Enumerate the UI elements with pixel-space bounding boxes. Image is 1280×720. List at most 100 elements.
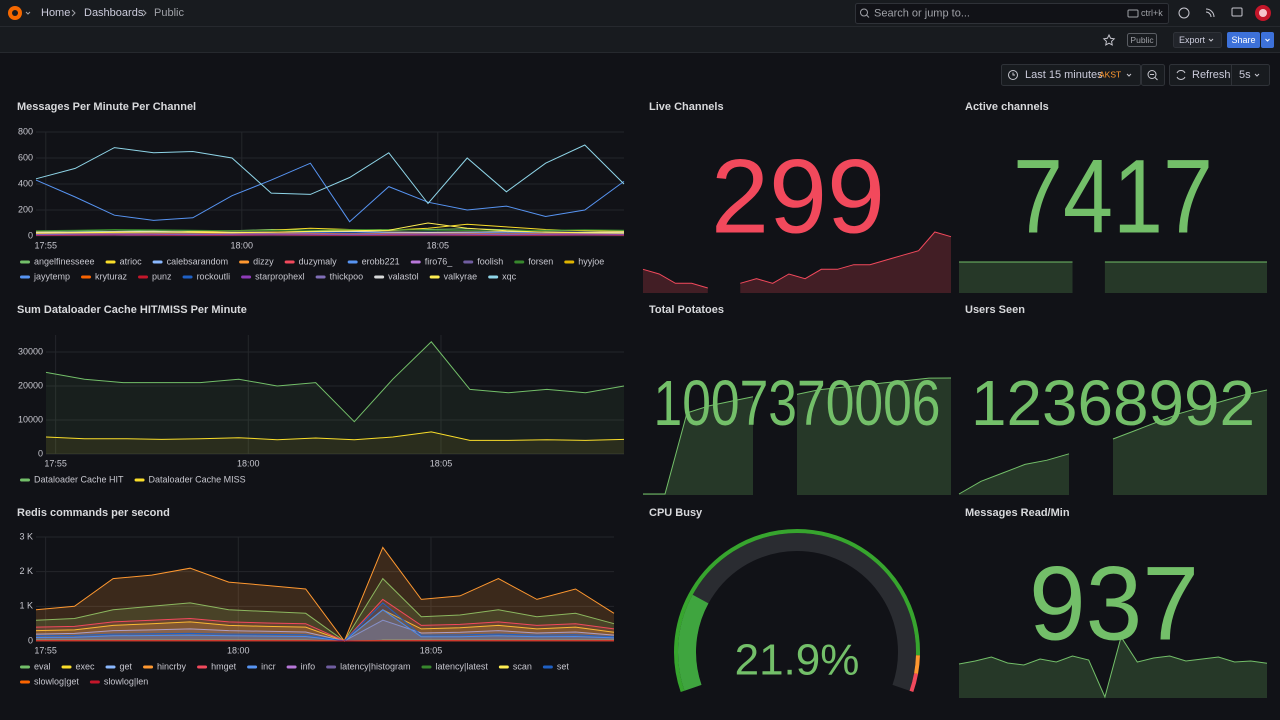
series-line [35,234,625,236]
star-icon[interactable] [1102,33,1116,46]
legend-marker[interactable] [20,260,30,264]
legend-marker[interactable] [20,275,30,279]
panel-title: Live Channels [649,101,724,113]
search-box[interactable] [855,3,1169,24]
x-tick-label: 17:55 [44,458,67,468]
y-tick-label: 10000 [18,414,43,424]
legend-marker[interactable] [182,275,193,279]
legend-marker[interactable] [61,665,72,669]
legend-marker[interactable] [347,260,358,264]
legend-label: get [120,661,133,671]
series-line [35,602,615,642]
series-line [45,341,625,423]
legend-label: set [557,661,570,671]
series-line [35,222,625,234]
series-area [36,609,614,641]
legend-marker[interactable] [498,665,509,669]
legend-label: slowlog|len [104,676,148,686]
legend-label: exec [76,661,96,671]
legend-marker[interactable] [197,665,208,669]
series-area [36,620,614,641]
panel-title: Redis commands per second [17,507,170,519]
legend-label: Dataloader Cache HIT [34,474,124,484]
x-tick-label: 18:00 [231,240,254,250]
legend-marker[interactable] [105,260,116,264]
legend-marker[interactable] [429,275,440,279]
legend-label: slowlog|get [34,676,79,686]
gauge-label: 21.9% [735,636,860,685]
legend-marker[interactable] [105,665,116,669]
breadcrumb[interactable]: Dashboards [84,7,144,19]
series-area [36,602,614,641]
legend-label: valkyrae [444,271,478,281]
legend-label: info [301,661,316,671]
legend-marker[interactable] [20,478,30,482]
kiosk-icon[interactable] [1231,7,1243,17]
share-label: Share [1231,35,1255,45]
refresh-icon [1176,70,1186,80]
legend-marker[interactable] [488,275,499,279]
legend-marker[interactable] [152,260,163,264]
legend-marker[interactable] [421,665,432,669]
legend-marker[interactable] [564,260,575,264]
stat-value: 299 [711,139,885,256]
stat-value: 1007370006 [654,367,941,439]
legend-marker[interactable] [20,680,30,684]
series-area [36,599,614,641]
keyboard-icon [1127,9,1139,18]
export-button[interactable] [1173,32,1222,48]
news-icon[interactable] [1205,8,1215,18]
series-line [35,619,615,642]
search-shortcut: ctrl+k [1141,8,1163,18]
zoom-icon-lines [1150,74,1158,81]
search-icon [860,8,868,17]
share-caret [1265,38,1270,42]
series-line [35,577,615,642]
help-icon[interactable] [1178,7,1190,19]
legend-label: rockoutli [197,271,231,281]
legend-marker[interactable] [89,680,100,684]
legend-label: valastol [388,271,419,281]
y-tick-label: 1 K [19,601,33,611]
search-placeholder: Search or jump to... [874,7,970,19]
legend-marker[interactable] [326,665,337,669]
legend-marker[interactable] [286,665,297,669]
refresh-interval[interactable]: 5s [1239,69,1251,81]
legend-marker[interactable] [315,275,326,279]
share-button[interactable] [1227,32,1260,48]
y-tick-label: 200 [18,204,33,214]
legend-marker[interactable] [463,260,474,264]
legend-marker[interactable] [542,665,553,669]
time-range: Last 15 minutes [1025,69,1103,81]
legend-marker[interactable] [374,275,385,279]
y-tick-label: 400 [18,178,33,188]
avatar-face [1259,9,1267,17]
time-picker[interactable] [1001,64,1141,86]
breadcrumb[interactable]: Home [41,7,70,19]
public-badge [1127,33,1157,47]
legend-label: eval [34,661,51,671]
share-menu-button[interactable] [1261,32,1274,48]
legend-marker[interactable] [81,275,92,279]
legend-marker[interactable] [247,665,258,669]
legend-marker[interactable] [143,665,154,669]
legend-marker[interactable] [410,260,421,264]
series-line [35,228,625,232]
legend-label: firo76_ [425,256,454,266]
legend-label: hyyjoe [578,256,604,266]
legend-marker[interactable] [134,478,145,482]
legend-label: hmget [211,661,237,671]
logo-caret [25,11,31,15]
legend-marker[interactable] [514,260,525,264]
y-tick-label: 800 [18,126,33,136]
legend-marker[interactable] [20,665,30,669]
legend-marker[interactable] [241,275,252,279]
stat-value: 7417 [1013,139,1213,256]
legend-marker[interactable] [239,260,250,264]
refresh-button[interactable] [1169,64,1270,86]
logo-inner [12,10,18,16]
legend-marker[interactable] [138,275,149,279]
legend-marker[interactable] [284,260,295,264]
